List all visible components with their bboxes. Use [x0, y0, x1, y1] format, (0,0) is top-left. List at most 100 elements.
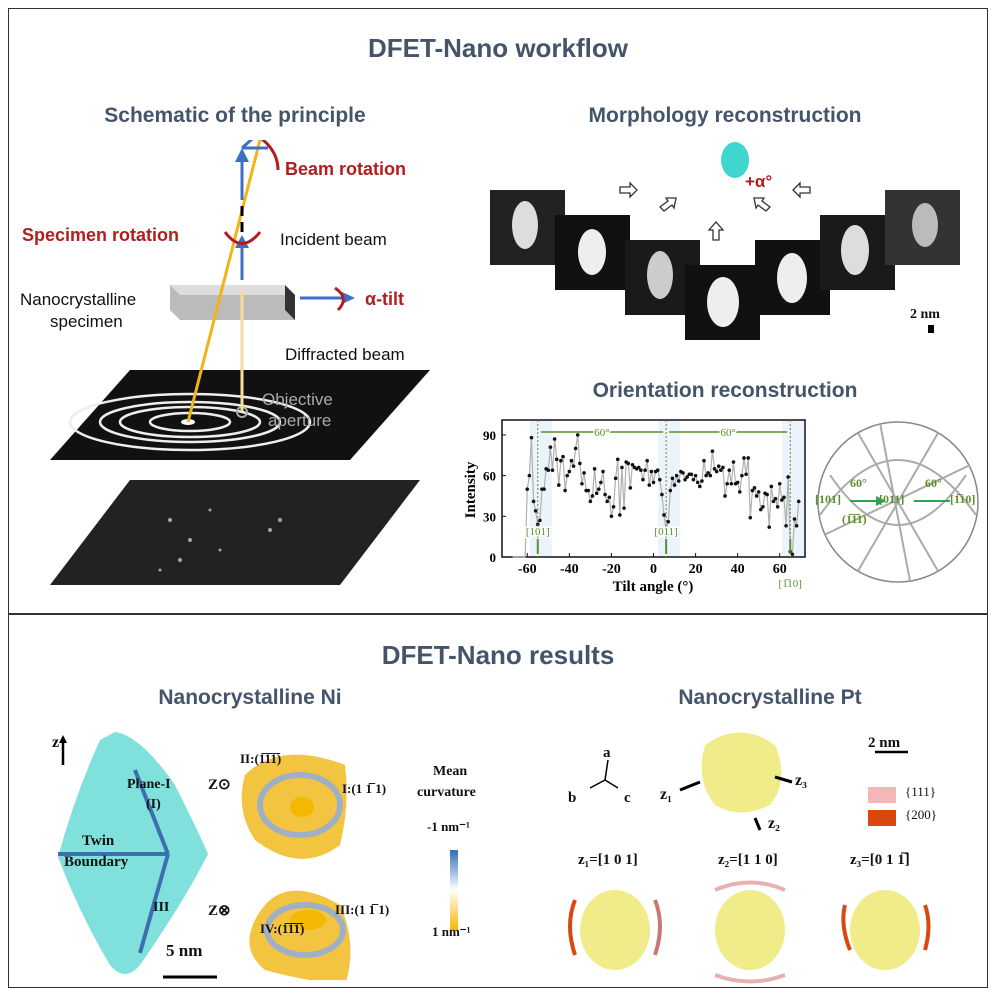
tilt-series-images — [490, 142, 960, 340]
data-point — [683, 477, 687, 482]
data-point — [531, 499, 536, 504]
colorbar-title-2: curvature — [417, 785, 476, 800]
data-point — [660, 492, 664, 497]
stereo-angle-right: 60° — [925, 476, 942, 490]
data-point — [748, 515, 753, 520]
data-point — [765, 492, 769, 497]
pt-scale-label: 2 nm — [868, 735, 901, 751]
tilt-image — [755, 240, 830, 315]
data-point — [582, 471, 586, 475]
data-point — [645, 458, 649, 463]
pt-title: Nanocrystalline Pt — [678, 686, 862, 709]
aperture-label-2: aperture — [268, 411, 332, 430]
data-point — [586, 488, 591, 493]
diffracted-beam-label: Diffracted beam — [285, 345, 405, 364]
data-point — [737, 490, 742, 494]
data-point — [599, 480, 603, 485]
data-point — [647, 483, 652, 487]
data-point — [756, 490, 761, 494]
x-tick-label: 0 — [650, 562, 657, 577]
stereographic-projection — [817, 421, 979, 583]
data-point — [792, 517, 797, 521]
data-point — [573, 446, 578, 451]
beam-rotation-arrow-icon — [260, 140, 280, 171]
data-point — [561, 454, 565, 459]
tilt-image — [490, 190, 565, 265]
data-point — [742, 456, 746, 460]
data-point — [546, 468, 551, 472]
diffraction-screen — [50, 370, 430, 460]
data-point — [575, 433, 580, 437]
data-point — [689, 472, 694, 477]
ni-curvature-top — [241, 754, 347, 859]
data-point — [750, 488, 755, 493]
pt-diagram — [568, 732, 931, 984]
incident-beam-label: Incident beam — [280, 230, 387, 249]
legend-swatch-111 — [868, 787, 896, 803]
legend-label-200: {200} — [905, 807, 937, 822]
data-point — [542, 487, 546, 491]
data-point — [611, 505, 616, 509]
ni-curvature-bottom — [249, 890, 351, 980]
data-point — [529, 435, 534, 440]
data-point — [740, 473, 744, 478]
data-point — [685, 475, 689, 479]
data-point — [641, 477, 645, 482]
y-tick-label: 90 — [483, 428, 496, 443]
workflow-title: DFET-Nano workflow — [368, 33, 628, 63]
data-point — [651, 480, 656, 485]
data-point — [681, 471, 685, 475]
data-point — [706, 471, 711, 475]
data-point — [569, 458, 574, 463]
data-point — [548, 445, 553, 449]
data-point — [784, 524, 788, 528]
data-point — [719, 468, 723, 472]
data-point — [775, 505, 780, 509]
data-point — [607, 495, 612, 500]
data-point — [782, 495, 786, 500]
data-point — [786, 475, 790, 479]
pt-view-3-label: z₃=[0 1 1̅] — [850, 852, 910, 868]
data-point — [592, 467, 597, 471]
axis-c-label: c — [624, 790, 631, 806]
alpha-tilt-label: α-tilt — [365, 289, 405, 309]
data-point — [723, 494, 727, 498]
stereo-angle-left: 60° — [850, 476, 867, 490]
data-point — [691, 477, 696, 482]
z1-label: z₁ — [660, 786, 672, 803]
data-point — [550, 468, 555, 472]
data-point — [771, 499, 776, 504]
z3-label: z₃ — [795, 772, 807, 789]
tilt-image — [885, 190, 960, 265]
pt-view-3 — [841, 890, 931, 970]
diffraction-rings — [68, 392, 312, 452]
x-tick-label: -40 — [560, 562, 579, 577]
z2-label: z₂ — [768, 815, 780, 832]
figure-frame — [8, 8, 988, 988]
data-point — [527, 473, 532, 478]
data-point — [649, 469, 654, 474]
view-top-label: Z⊙ — [208, 777, 231, 793]
aperture-label-1: Objective — [262, 390, 333, 409]
data-point — [525, 487, 530, 491]
specimen-rotation-arrow-icon — [223, 231, 262, 245]
data-point — [767, 525, 772, 529]
data-point — [729, 481, 734, 486]
data-point — [761, 505, 765, 509]
data-point — [552, 437, 557, 441]
data-point — [721, 465, 725, 470]
data-point — [567, 469, 572, 474]
curvature-colorbar — [450, 850, 458, 930]
data-point — [596, 487, 601, 491]
data-point — [578, 461, 582, 466]
data-point — [571, 464, 576, 468]
data-point — [559, 458, 563, 463]
beam-rotation-label: Beam rotation — [285, 159, 407, 179]
data-point — [746, 456, 750, 460]
scale-bar — [928, 325, 934, 333]
y-axis-label: Intensity — [463, 461, 479, 518]
colorbar-bottom-label: 1 nm⁻¹ — [432, 924, 471, 939]
data-point — [626, 461, 631, 466]
data-point — [754, 494, 759, 498]
intensity-chart: Intensity Tilt angle (°) -60 -40 -20 0 20 40 6… — [463, 419, 806, 595]
